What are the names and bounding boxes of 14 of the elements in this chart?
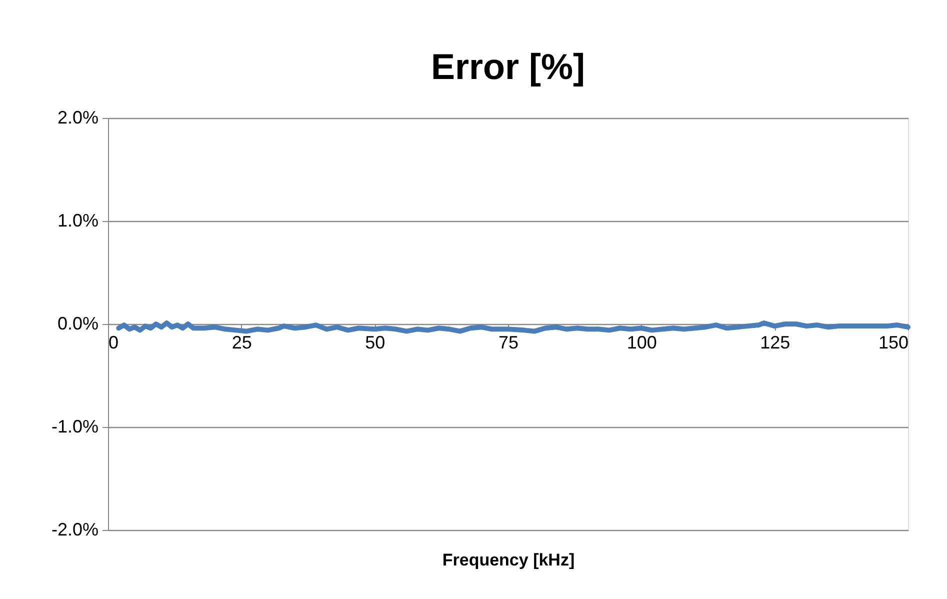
- y-tick-label: 0.0%: [57, 314, 98, 334]
- x-tick-label: 100: [626, 332, 657, 352]
- x-tick-label: 75: [498, 332, 519, 352]
- y-tick-label: 1.0%: [57, 210, 98, 230]
- x-tick-label: 150: [878, 332, 908, 352]
- y-tick-label: 2.0%: [57, 108, 98, 128]
- chart-title: Error [%]: [430, 46, 586, 87]
- x-axis-title: Frequency [kHz]: [442, 550, 575, 570]
- x-tick-label: 0: [108, 332, 119, 352]
- x-tick-label: 125: [760, 332, 790, 352]
- x-tick-label: 50: [365, 332, 386, 352]
- y-tick-label: -1.0%: [51, 416, 98, 436]
- x-tick-label: 25: [232, 332, 252, 352]
- y-tick-label: -2.0%: [51, 520, 98, 540]
